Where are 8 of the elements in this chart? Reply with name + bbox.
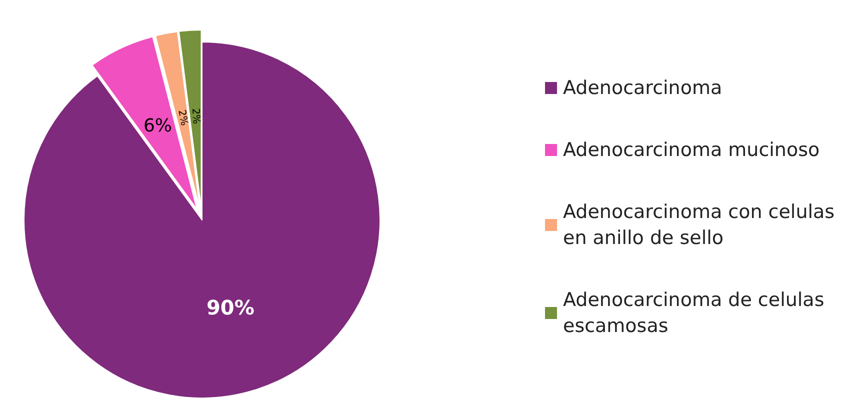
legend-label: Adenocarcinoma de celulas escamosas — [563, 289, 830, 337]
data-label: 6% — [143, 115, 172, 136]
legend-label: Adenocarcinoma con celulas en anillo de sello — [563, 201, 841, 249]
data-label: 2% — [176, 109, 190, 127]
data-label: 2% — [189, 108, 202, 124]
legend-label: Adenocarcinoma — [563, 77, 722, 99]
data-label: 90% — [206, 295, 254, 320]
legend-label: Adenocarcinoma mucinoso — [563, 139, 820, 161]
